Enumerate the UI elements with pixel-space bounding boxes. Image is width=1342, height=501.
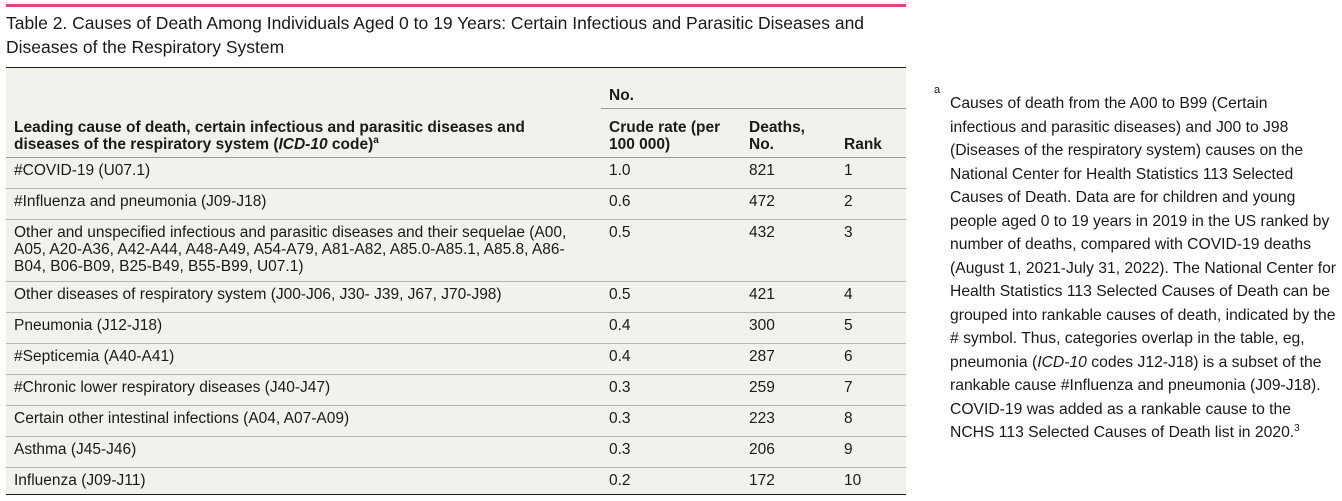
column-header-rank: Rank (836, 108, 906, 158)
table-row: Other and unspecified infectious and par… (6, 219, 906, 282)
cell-rank: 1 (836, 157, 906, 189)
cell-crude-rate: 0.3 (601, 436, 741, 468)
cell-rank: 10 (844, 472, 862, 489)
data-table-container: Leading cause of death, certain infectio… (6, 67, 906, 495)
cell-deaths: 300 (741, 312, 836, 344)
footnote-text: Causes of death from the A00 to B99 (Cer… (934, 92, 1338, 445)
cell-deaths: 287 (741, 343, 836, 375)
title-accent-rule (6, 4, 906, 7)
cell-deaths: 421 (741, 281, 836, 313)
table-header-group-row: Leading cause of death, certain infectio… (6, 68, 906, 158)
table-row: Certain other intestinal infections (A04… (6, 405, 906, 437)
table-row: #Septicemia (A40-A41) 0.4 287 6 (6, 343, 906, 375)
table-header-row: Crude rate (per 100 000) Deaths, No. Ran… (6, 108, 906, 158)
cell-cause: Certain other intestinal infections (A04… (6, 405, 601, 437)
table-row: Other diseases of respiratory system (J0… (6, 281, 906, 313)
cell-deaths: 432 (741, 219, 836, 282)
causes-of-death-table: Leading cause of death, certain infectio… (6, 68, 906, 498)
column-header-cause: Leading cause of death, certain infectio… (6, 68, 601, 158)
table-row: #Influenza and pneumonia (J09-J18) 0.6 4… (6, 188, 906, 220)
cell-crude-rate: 0.4 (601, 343, 741, 375)
footnote-text-part2: codes J12-J18) is a subset of the rankab… (950, 353, 1322, 442)
cell-cause: Influenza (J09-J11) (14, 472, 146, 489)
cell-cause: #Influenza and pneumonia (J09-J18) (6, 188, 601, 220)
cell-crude-rate: 0.5 (601, 219, 741, 282)
table-row: Asthma (J45-J46) 0.3 206 9 (6, 436, 906, 468)
column-group-header-no: No. (601, 68, 906, 109)
cell-rank: 2 (836, 188, 906, 220)
table-title: Table 2. Causes of Death Among Individua… (6, 13, 865, 57)
cell-cause: Pneumonia (J12-J18) (6, 312, 601, 344)
cell-cause: #COVID-19 (U07.1) (6, 157, 601, 189)
column-header-crude-rate: Crude rate (per 100 000) (601, 108, 741, 158)
column-header-deaths: Deaths, No. (741, 108, 836, 158)
footnote-text-part1: Causes of death from the A00 to B99 (Cer… (950, 95, 1337, 371)
cell-cause: #Septicemia (A40-A41) (6, 343, 601, 375)
column-header-cause-italic: ICD-10 (278, 136, 328, 153)
cell-deaths: 472 (741, 188, 836, 220)
cell-crude-rate: 0.5 (601, 281, 741, 313)
cell-rank: 5 (836, 312, 906, 344)
column-header-cause-suffix: code) (327, 136, 374, 153)
cell-crude-rate: 0.3 (601, 374, 741, 406)
cell-rank: 6 (836, 343, 906, 375)
cell-cause: Other and unspecified infectious and par… (6, 219, 601, 282)
cell-cause: #Chronic lower respiratory diseases (J40… (6, 374, 601, 406)
table-row: Influenza (J09-J11) 0.2 172 10 (6, 468, 906, 499)
cell-rank: 8 (836, 405, 906, 437)
cell-deaths: 172 (749, 472, 775, 489)
table-row: #COVID-19 (U07.1) 1.0 821 1 (6, 157, 906, 189)
cell-deaths: 206 (741, 436, 836, 468)
cell-deaths: 821 (741, 157, 836, 189)
footnote-italic: ICD-10 (1037, 353, 1087, 371)
table-row: #Chronic lower respiratory diseases (J40… (6, 374, 906, 406)
cell-crude-rate: 0.3 (601, 405, 741, 437)
cell-crude-rate: 0.6 (601, 188, 741, 220)
footnote-marker-a: a (373, 134, 379, 146)
cell-deaths: 223 (741, 405, 836, 437)
cell-rank: 9 (836, 436, 906, 468)
cell-crude-rate: 0.2 (609, 472, 631, 489)
cell-rank: 7 (836, 374, 906, 406)
table-footnote: a Causes of death from the A00 to B99 (C… (934, 85, 1338, 445)
cell-rank: 3 (836, 219, 906, 282)
cell-cause: Other diseases of respiratory system (J0… (6, 281, 601, 313)
table-row: Pneumonia (J12-J18) 0.4 300 5 (6, 312, 906, 344)
cell-cause: Asthma (J45-J46) (6, 436, 601, 468)
cell-deaths: 259 (741, 374, 836, 406)
footnote-reference: 3 (1294, 422, 1300, 434)
cell-crude-rate: 1.0 (601, 157, 741, 189)
cell-crude-rate: 0.4 (601, 312, 741, 344)
column-header-cause-text: Leading cause of death, certain infectio… (14, 119, 525, 153)
cell-rank: 4 (836, 281, 906, 313)
